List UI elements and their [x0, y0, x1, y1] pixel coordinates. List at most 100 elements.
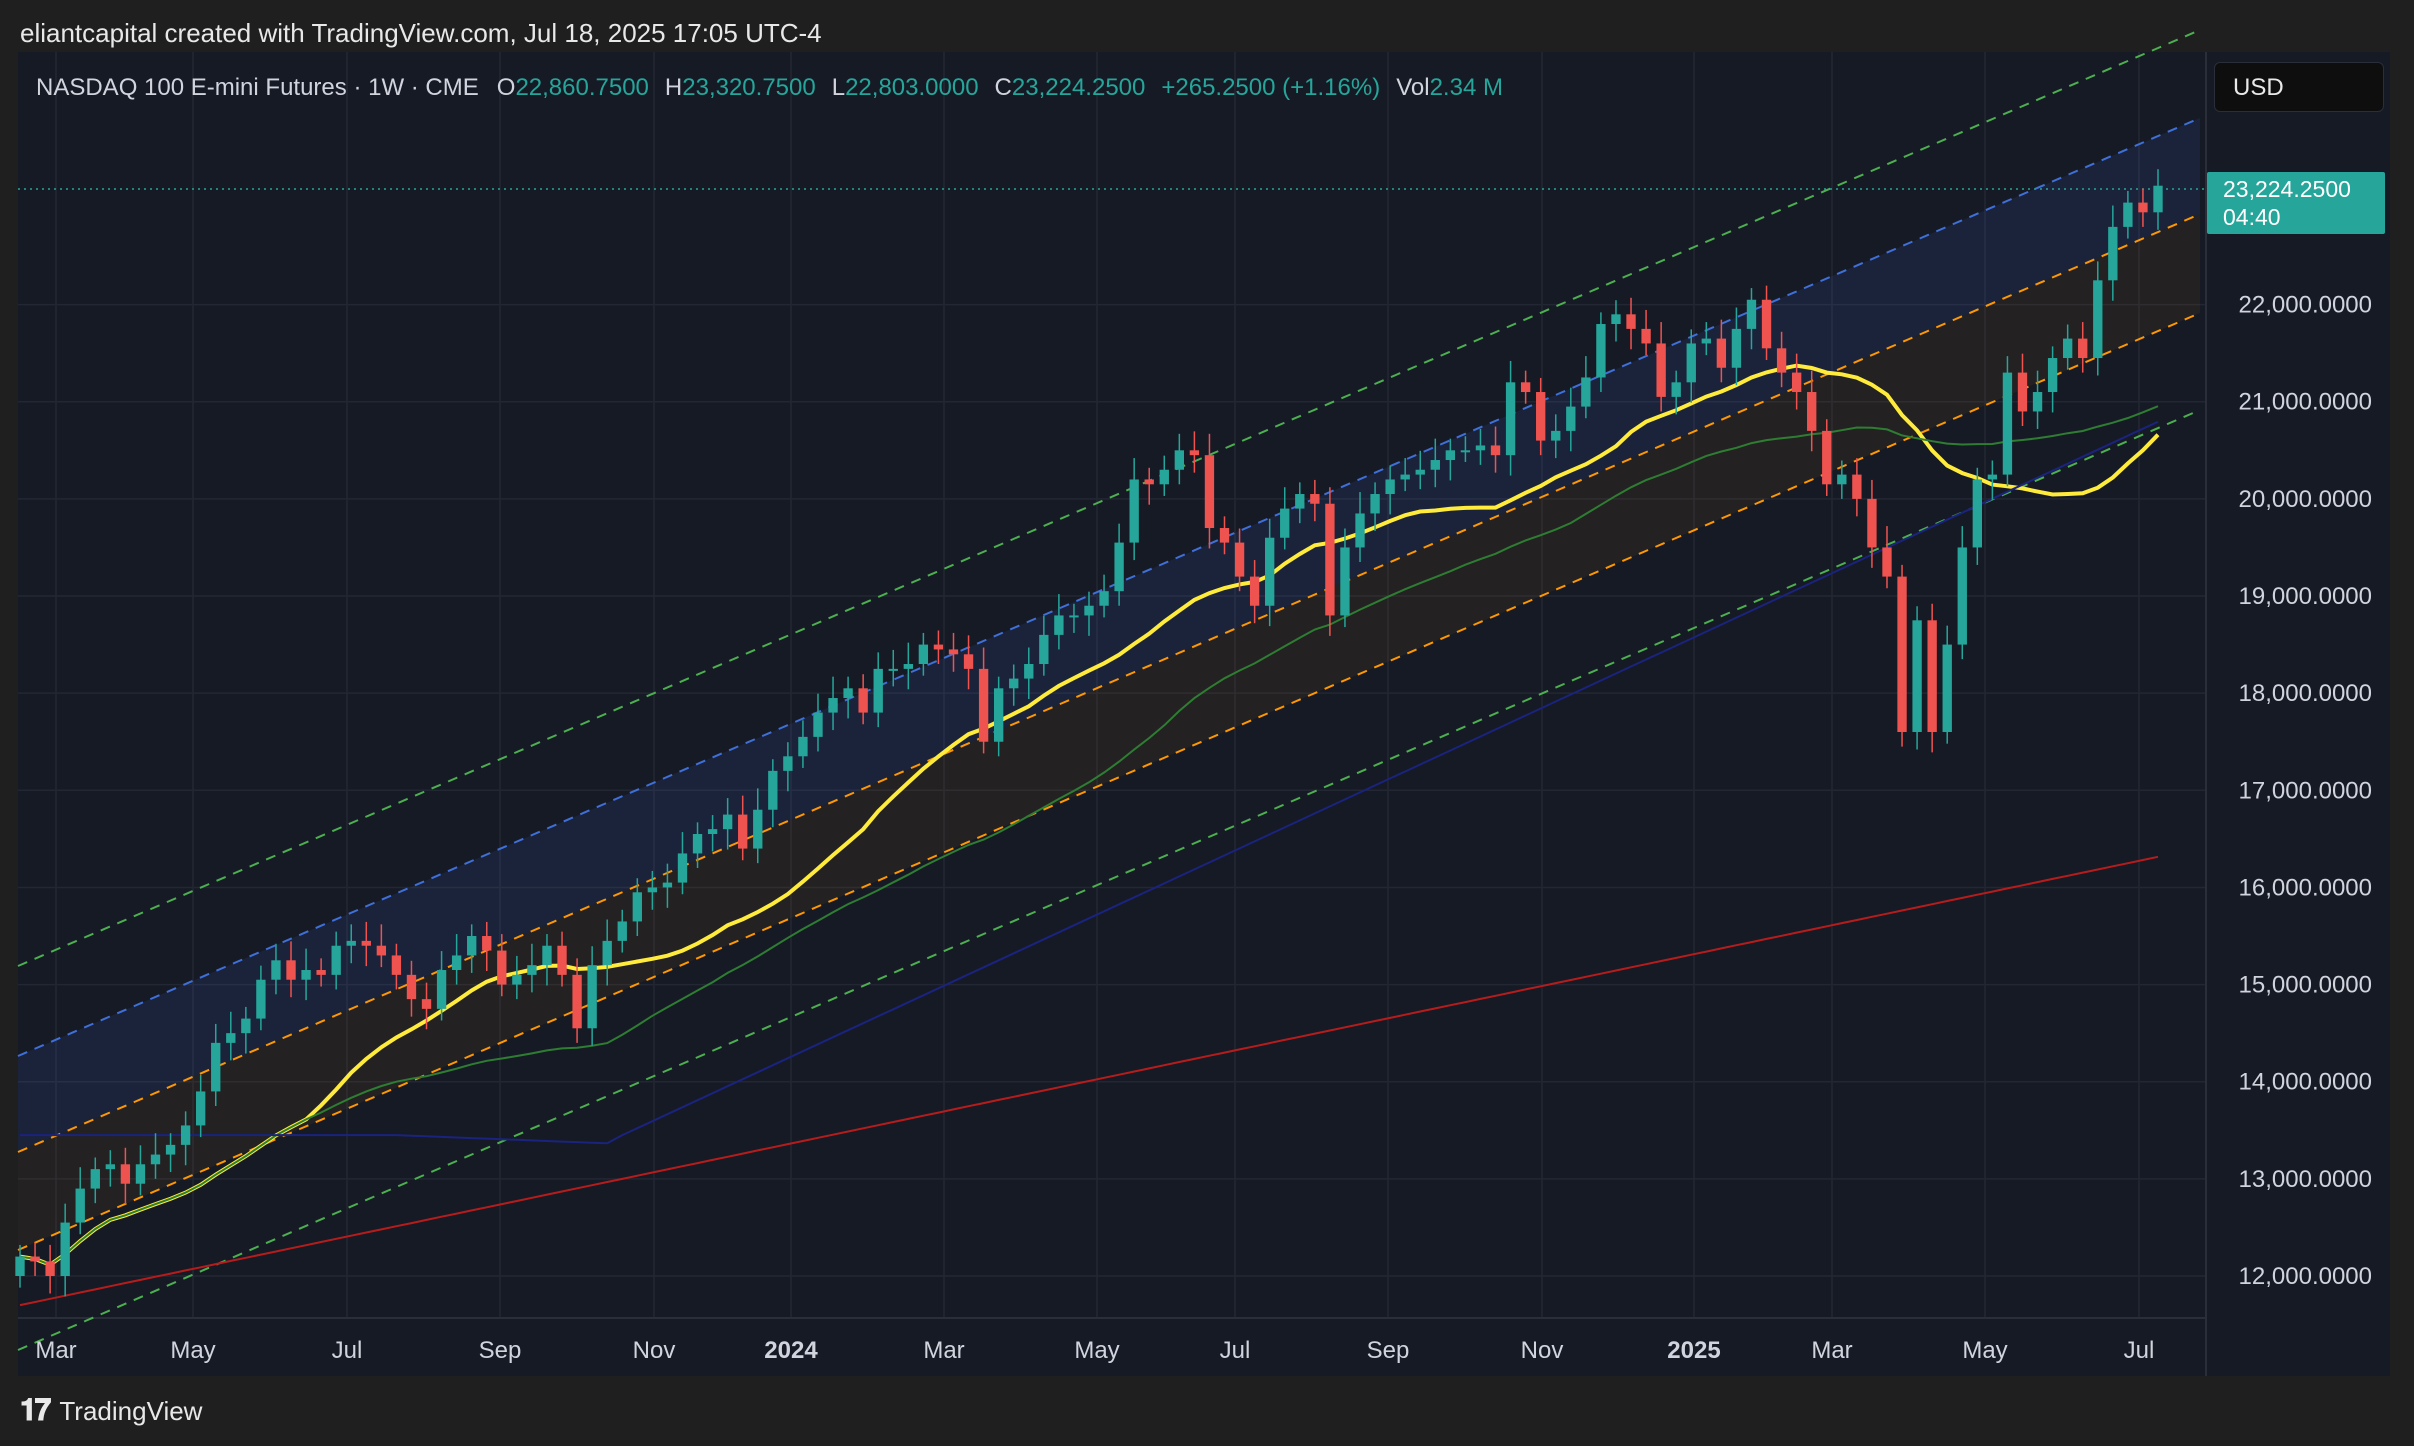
x-tick-label: Nov	[1521, 1337, 1564, 1364]
volume-value: 2.34 M	[1429, 74, 1503, 101]
candle-body	[2078, 338, 2088, 359]
candle-body	[963, 654, 974, 669]
candle-body	[2002, 372, 2013, 475]
symbol-title: NASDAQ 100 E-mini Futures · 1W · CME	[36, 74, 479, 101]
candle-body	[1897, 576, 1907, 733]
x-tick-label: Sep	[1367, 1337, 1410, 1364]
candle-body	[1144, 479, 1154, 485]
candle-body	[783, 756, 793, 771]
candle-body	[1114, 542, 1124, 592]
candle-body	[346, 940, 356, 946]
candle-body	[843, 688, 853, 699]
candle-body	[978, 668, 989, 742]
candle-body	[527, 965, 537, 975]
tradingview-logo-icon: 𝟏𝟕	[20, 1394, 51, 1427]
y-tick-label: 19,000.0000	[2239, 583, 2372, 610]
candle-body	[376, 945, 387, 956]
candle-body	[2032, 392, 2043, 412]
candle-body	[1882, 547, 1892, 577]
candle-body	[1280, 508, 1290, 538]
candle-body	[617, 921, 627, 941]
candle-body	[2138, 202, 2148, 213]
candle-body	[1174, 450, 1185, 470]
candle-body	[165, 1144, 176, 1155]
channel-outer-upper	[17, 29, 2201, 967]
chart-pane[interactable]	[18, 52, 2390, 1376]
x-tick-label: Jul	[1220, 1337, 1251, 1364]
candle-body	[2047, 358, 2058, 393]
candle-body	[587, 965, 597, 1029]
candle-body	[1972, 479, 1982, 548]
candle-body	[241, 1018, 251, 1034]
candle-body	[451, 955, 462, 971]
y-tick-label: 17,000.0000	[2239, 777, 2372, 804]
candle-body	[1837, 474, 1847, 485]
candle-body	[391, 955, 402, 975]
candle-body	[1159, 469, 1169, 485]
candle-body	[105, 1164, 116, 1170]
candle-body	[1611, 314, 1621, 325]
price-axis: 12,000.0000 13,000.0000 14,000.0000 15,000.…	[2239, 292, 2372, 1290]
candle-body	[1716, 338, 1727, 368]
candle-body	[1340, 547, 1350, 616]
moving-averages	[19, 363, 2160, 1307]
low-label: L	[831, 74, 846, 101]
candle-body	[1822, 430, 1832, 485]
candle-body	[1355, 513, 1365, 548]
x-tick-label: 2025	[1667, 1337, 1720, 1364]
x-tick-label: May	[1962, 1337, 2007, 1364]
y-tick-label: 22,000.0000	[2239, 292, 2372, 319]
candle-body	[150, 1154, 161, 1165]
candle-body	[1249, 576, 1260, 606]
candle-body	[798, 736, 808, 757]
candle-body	[948, 649, 959, 655]
candle-body	[75, 1188, 85, 1223]
candle-body	[722, 814, 733, 830]
close-value: 23,224.2500	[1011, 74, 1146, 101]
channel-upper-fill	[18, 118, 2200, 1152]
y-tick-label: 16,000.0000	[2239, 874, 2372, 901]
candle-body	[813, 712, 823, 737]
candle-body	[301, 970, 311, 980]
candle-body	[15, 1256, 25, 1276]
candle-body	[1957, 547, 1967, 645]
x-tick-label: Nov	[633, 1337, 676, 1364]
candle-body	[1536, 392, 1546, 441]
ohlc-legend: NASDAQ 100 E-mini Futures · 1W · CME O 2…	[36, 74, 1519, 102]
open-value: 22,860.7500	[515, 74, 649, 101]
candle-body	[226, 1033, 236, 1043]
last-price-value: 23,224.2500	[2223, 176, 2351, 202]
candle-body	[45, 1261, 55, 1276]
candle-body	[286, 960, 296, 980]
candle-body	[1761, 299, 1772, 349]
candle-body	[1430, 460, 1440, 470]
candle-body	[858, 688, 868, 713]
candle-body	[918, 644, 929, 665]
candle-body	[632, 892, 642, 922]
volume-label: Vol	[1396, 74, 1430, 101]
candle-body	[1626, 314, 1636, 329]
x-tick-label: May	[170, 1337, 215, 1364]
candle-body	[1686, 343, 1696, 383]
candle-body	[271, 960, 281, 980]
candle-body	[1731, 328, 1742, 368]
candle-body	[1084, 605, 1094, 616]
x-tick-label: Jul	[332, 1337, 363, 1364]
candle-body	[1039, 634, 1049, 665]
candle-body	[1701, 338, 1711, 344]
x-tick-label: Jul	[2124, 1337, 2155, 1364]
channel-outer-lower	[17, 409, 2201, 1351]
candle-body	[677, 853, 688, 883]
candle-body	[1385, 479, 1395, 495]
candle-body	[903, 664, 913, 669]
ma-100-line	[20, 420, 2159, 1145]
candle-body	[1927, 620, 1937, 733]
candle-body	[482, 936, 492, 951]
candle-body	[1400, 474, 1410, 480]
candle-body	[1009, 678, 1019, 689]
tradingview-brand[interactable]: 𝟏𝟕 TradingView	[20, 1394, 202, 1428]
candle-body	[467, 936, 477, 956]
currency-button[interactable]: USD	[2214, 62, 2384, 112]
candle-body	[497, 950, 507, 985]
